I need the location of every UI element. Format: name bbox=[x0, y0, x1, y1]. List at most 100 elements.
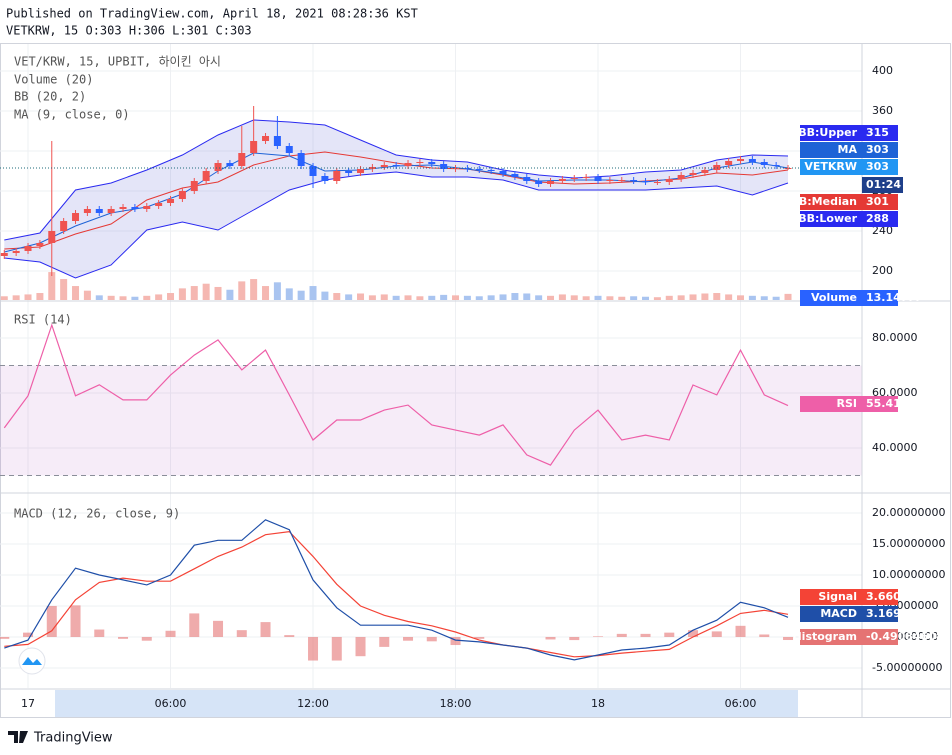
histogram-bar bbox=[545, 636, 556, 640]
axis-tag-name: Histogram bbox=[792, 630, 857, 643]
volume-bar bbox=[392, 295, 400, 300]
candle-body bbox=[273, 136, 281, 146]
volume-bar bbox=[737, 295, 745, 300]
candle-body bbox=[333, 171, 341, 181]
volume-bar bbox=[701, 293, 709, 300]
candle-body bbox=[83, 209, 91, 213]
candle-body bbox=[178, 191, 186, 199]
volume-bar bbox=[725, 294, 733, 300]
candle-body bbox=[131, 207, 139, 209]
histogram-bar bbox=[0, 636, 10, 639]
candle-body bbox=[95, 209, 103, 213]
volume-bar bbox=[368, 295, 376, 300]
candle-body bbox=[357, 169, 365, 173]
volume-bar bbox=[262, 286, 270, 300]
candle-body bbox=[499, 171, 507, 174]
axis-tag bbox=[800, 589, 898, 605]
volume-bar bbox=[24, 294, 32, 300]
axis-tag bbox=[800, 125, 898, 141]
axis-tag-value: 3.66007455 bbox=[866, 590, 939, 603]
histogram-bar bbox=[735, 625, 746, 637]
volume-bar bbox=[95, 295, 103, 300]
volume-bar bbox=[748, 295, 756, 300]
volume-bar bbox=[285, 288, 293, 300]
y-tick-label: 40.0000 bbox=[872, 441, 918, 454]
volume-bar bbox=[404, 295, 412, 300]
chart-layer: 1706:0012:0018:001806:002002402803203604… bbox=[0, 44, 945, 710]
histogram-bar bbox=[236, 630, 247, 637]
x-tick-label: 06:00 bbox=[155, 697, 187, 710]
candle-body bbox=[725, 161, 733, 165]
axis-tag bbox=[800, 606, 898, 622]
volume-bar bbox=[143, 295, 151, 300]
volume-bar bbox=[238, 281, 246, 300]
volume-bar bbox=[440, 294, 448, 300]
indicator-line bbox=[4, 119, 789, 241]
histogram-bar bbox=[189, 613, 200, 637]
axis-tag-name: RSI bbox=[837, 397, 858, 410]
candle-body bbox=[547, 181, 555, 184]
histogram-bar bbox=[118, 636, 129, 639]
candle-body bbox=[107, 209, 115, 213]
y-tick-label: -5.00000000 bbox=[872, 661, 942, 674]
y-tick-label: 360 bbox=[872, 104, 893, 117]
candle-body bbox=[345, 171, 353, 173]
y-tick-label: 80.0000 bbox=[872, 331, 918, 344]
candle-body bbox=[250, 141, 258, 153]
brand-name: TradingView bbox=[33, 731, 113, 746]
axis-tag-value: 13.147M bbox=[866, 291, 919, 304]
candle-body bbox=[190, 181, 198, 191]
volume-bar bbox=[83, 290, 91, 300]
axis-tag-name: BB:Lower bbox=[798, 212, 857, 225]
y-tick-label: 10.00000000 bbox=[872, 568, 945, 581]
axis-tag-value: 301 bbox=[866, 195, 889, 208]
candle-body bbox=[523, 177, 531, 181]
histogram-bar bbox=[308, 636, 319, 661]
histogram-bar bbox=[569, 636, 580, 641]
volume-bar bbox=[48, 272, 56, 300]
volume-bar bbox=[190, 286, 198, 300]
axis-tag bbox=[800, 396, 898, 412]
pane-title: RSI (14) bbox=[14, 313, 72, 327]
candle-body bbox=[238, 153, 246, 166]
volume-bar bbox=[784, 293, 792, 300]
indicator-legend: MA (9, close, 0) bbox=[14, 108, 130, 122]
candle-body bbox=[143, 206, 151, 209]
volume-bar bbox=[226, 289, 234, 300]
histogram-bar bbox=[664, 632, 675, 637]
volume-bar bbox=[642, 296, 650, 300]
candle-body bbox=[535, 181, 543, 184]
published-line: Published on TradingView.com, April 18, … bbox=[6, 7, 418, 21]
histogram-bar bbox=[426, 636, 437, 642]
volume-bar bbox=[178, 288, 186, 300]
volume-bar bbox=[594, 295, 602, 300]
candle-body bbox=[772, 165, 780, 166]
candle-body bbox=[748, 159, 756, 162]
candle-body bbox=[582, 177, 590, 178]
indicator-legend: BB (20, 2) bbox=[14, 90, 86, 104]
histogram-bar bbox=[165, 630, 176, 637]
histogram-bar bbox=[474, 636, 485, 639]
volume-bar bbox=[72, 286, 80, 300]
volume-bar bbox=[380, 294, 388, 300]
volume-bar bbox=[107, 295, 115, 300]
volume-bar bbox=[357, 293, 365, 300]
countdown: 01:24 bbox=[866, 178, 901, 191]
logo-badge[interactable] bbox=[18, 647, 46, 675]
volume-bar bbox=[511, 293, 519, 300]
candle-body bbox=[558, 179, 566, 181]
candle-body bbox=[475, 169, 483, 170]
axis-tag-name: BB:Upper bbox=[798, 126, 857, 139]
candle-body bbox=[48, 231, 56, 243]
histogram-bar bbox=[640, 633, 651, 637]
volume-bar bbox=[606, 296, 614, 300]
histogram-bar bbox=[711, 631, 722, 637]
x-tick-label: 17 bbox=[21, 697, 35, 710]
candle-body bbox=[155, 203, 163, 206]
y-tick-label: 400 bbox=[872, 64, 893, 77]
volume-bar bbox=[297, 290, 305, 300]
volume-bar bbox=[582, 296, 590, 300]
candle-body bbox=[119, 207, 127, 209]
axis-tag-name: Signal bbox=[818, 590, 857, 603]
